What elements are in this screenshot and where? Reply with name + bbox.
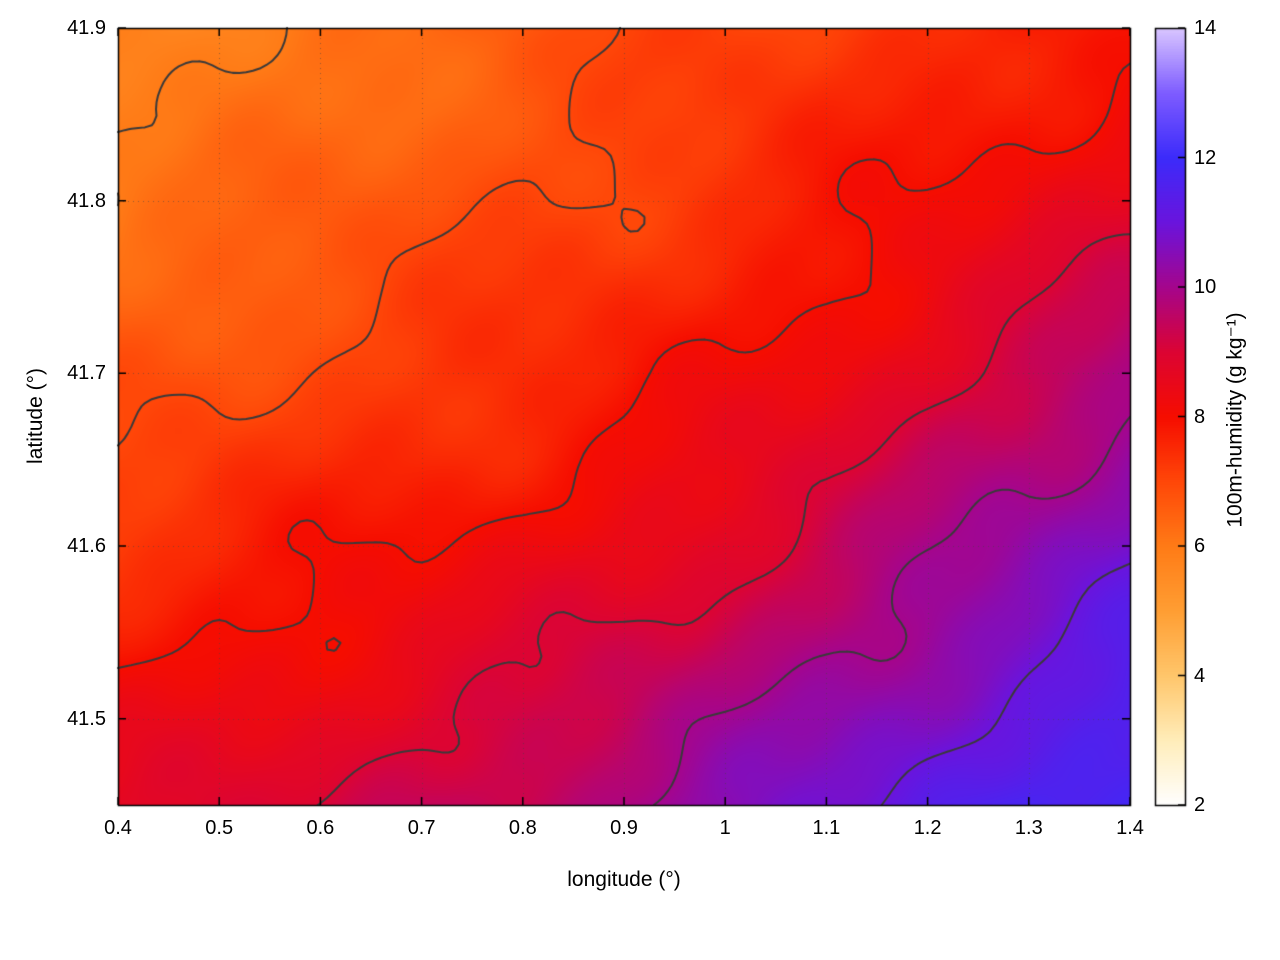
x-tick-label: 0.6 xyxy=(306,817,335,839)
x-axis-label: longitude (°) xyxy=(567,868,681,891)
colorbar-tick-label: 10 xyxy=(1194,276,1217,298)
x-tick-label: 0.8 xyxy=(508,817,537,839)
y-tick-label: 41.7 xyxy=(67,362,106,385)
colorbar-tick-label: 2 xyxy=(1194,794,1206,816)
y-tick-label: 41.8 xyxy=(67,189,106,212)
x-tick-label: 1.4 xyxy=(1116,817,1144,839)
colorbar-label: 100m-humidity (g kg⁻¹) xyxy=(1223,312,1247,528)
y-tick-label: 41.5 xyxy=(67,707,106,730)
x-tick-label: 1.1 xyxy=(812,817,841,839)
colorbar-tick-label: 6 xyxy=(1194,535,1206,557)
colorbar-tick-label: 8 xyxy=(1194,405,1206,428)
colorbar-tick-label: 12 xyxy=(1194,146,1217,169)
x-tick-label: 0.4 xyxy=(104,817,132,839)
x-tick-label: 0.9 xyxy=(610,817,638,839)
x-tick-label: 1.2 xyxy=(913,817,942,839)
x-tick-label: 0.5 xyxy=(205,817,234,839)
colorbar-tick-label: 14 xyxy=(1194,17,1217,39)
x-tick-label: 0.7 xyxy=(407,817,436,839)
y-tick-label: 41.9 xyxy=(67,17,106,39)
colorbar-tick-label: 4 xyxy=(1194,664,1206,687)
x-tick-label: 1.3 xyxy=(1014,817,1043,839)
x-tick-label: 1 xyxy=(719,817,731,839)
y-tick-label: 41.6 xyxy=(67,535,106,557)
